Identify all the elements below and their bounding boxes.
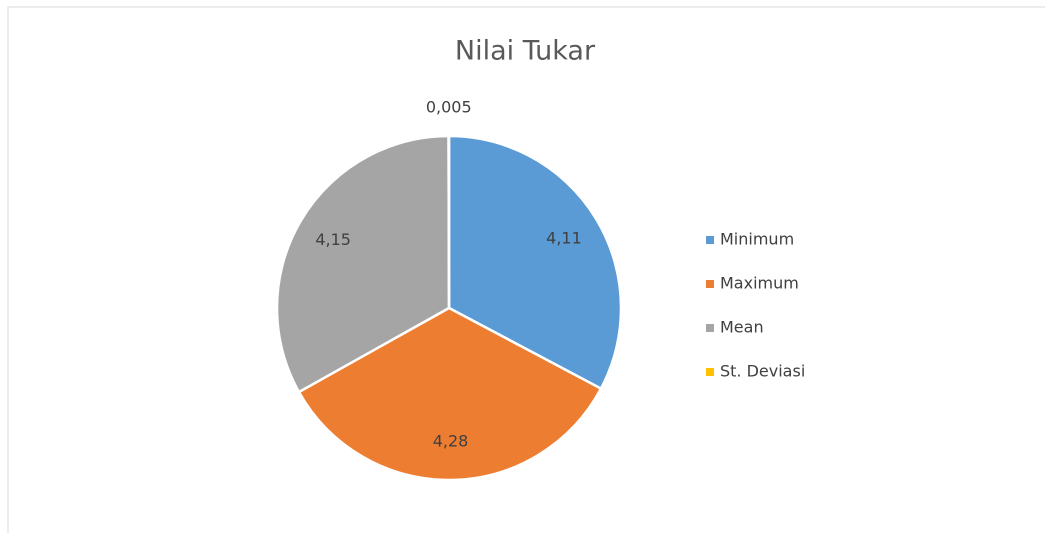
legend-swatch — [706, 368, 714, 376]
legend-label: St. Deviasi — [720, 362, 805, 381]
data-label: 4,28 — [433, 432, 469, 451]
data-label: 4,11 — [546, 228, 582, 247]
legend-label: Mean — [720, 318, 764, 337]
legend-label: Minimum — [720, 230, 794, 249]
data-label: 4,15 — [315, 230, 351, 249]
legend-swatch — [706, 324, 714, 332]
legend-swatch — [706, 236, 714, 244]
legend-swatch — [706, 280, 714, 288]
legend-label: Maximum — [720, 274, 799, 293]
chart-title: Nilai Tukar — [455, 36, 596, 67]
data-label: 0,005 — [426, 98, 472, 117]
pie-slice — [275, 134, 451, 394]
pie-slice — [447, 134, 623, 391]
